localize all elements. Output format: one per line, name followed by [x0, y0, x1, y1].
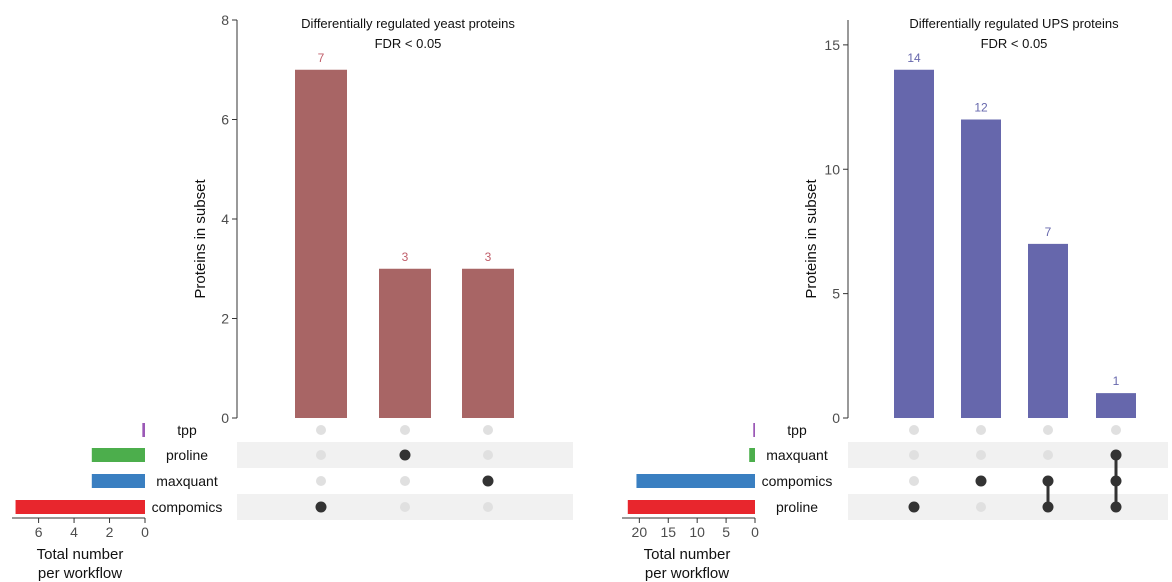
- matrix-dot-inactive: [400, 502, 410, 512]
- set-size-bar: [636, 474, 755, 488]
- intersection-bar: [1096, 393, 1136, 418]
- y-axis-label: Proteins in subset: [192, 179, 209, 299]
- bar-value-label: 7: [318, 51, 325, 65]
- set-name-label: maxquant: [766, 447, 828, 463]
- set-size-tick-label: 15: [660, 524, 676, 540]
- bar-value-label: 14: [907, 51, 921, 65]
- y-tick-label: 2: [221, 311, 229, 327]
- set-size-tick-label: 20: [632, 524, 648, 540]
- matrix-dot-active: [482, 475, 494, 487]
- upset-panel-2: Differentially regulated UPS proteins FDR…: [622, 16, 1168, 582]
- set-size-bar: [753, 423, 755, 437]
- set-size-tick-label: 0: [751, 524, 759, 540]
- matrix-dot-inactive: [1043, 425, 1053, 435]
- chart-subtitle: FDR < 0.05: [375, 36, 442, 51]
- matrix-dot-inactive: [976, 502, 986, 512]
- set-size-axis-label: per workflow: [38, 565, 122, 582]
- matrix-dot-active: [975, 475, 987, 487]
- set-size-tick-label: 6: [35, 524, 43, 540]
- set-size-axis-label: per workflow: [645, 565, 729, 582]
- matrix-dot-inactive: [316, 476, 326, 486]
- set-name-label: tpp: [177, 422, 197, 438]
- set-size-bar: [749, 448, 755, 462]
- bar-value-label: 7: [1045, 225, 1052, 239]
- matrix-dot-active: [1110, 501, 1122, 513]
- matrix-dot-inactive: [483, 425, 493, 435]
- y-tick-label: 0: [832, 410, 840, 426]
- bar-value-label: 12: [974, 101, 988, 115]
- chart-title: Differentially regulated yeast proteins: [301, 16, 515, 31]
- matrix-dot-inactive: [400, 476, 410, 486]
- set-size-axis-label: Total number: [37, 546, 124, 563]
- set-name-label: maxquant: [156, 473, 218, 489]
- bar-value-label: 3: [402, 250, 409, 264]
- matrix-dot-inactive: [909, 425, 919, 435]
- intersection-bar: [961, 119, 1001, 418]
- matrix-dot-inactive: [316, 425, 326, 435]
- intersection-bar: [1028, 243, 1068, 418]
- set-name-label: proline: [776, 499, 818, 515]
- intersection-bar: [894, 69, 934, 418]
- matrix-dot-inactive: [909, 476, 919, 486]
- matrix-dot-inactive: [316, 450, 326, 460]
- matrix-dot-inactive: [400, 425, 410, 435]
- set-size-bar: [142, 423, 145, 437]
- matrix-dot-inactive: [483, 502, 493, 512]
- y-tick-label: 4: [221, 211, 229, 227]
- intersection-bar: [462, 268, 514, 418]
- matrix-dot-active: [315, 501, 327, 513]
- matrix-dot-inactive: [1111, 425, 1121, 435]
- set-size-tick-label: 2: [106, 524, 114, 540]
- y-tick-label: 6: [221, 112, 229, 128]
- set-name-label: compomics: [152, 499, 223, 515]
- y-tick-label: 15: [824, 37, 840, 53]
- matrix-dot-active: [399, 449, 411, 461]
- set-size-bar: [15, 500, 146, 514]
- matrix-dot-inactive: [1043, 450, 1053, 460]
- y-tick-label: 0: [221, 410, 229, 426]
- matrix-dot-inactive: [976, 425, 986, 435]
- set-size-bar: [91, 474, 145, 488]
- matrix-dot-active: [1042, 475, 1054, 487]
- bar-value-label: 1: [1113, 374, 1120, 388]
- matrix-dot-inactive: [483, 450, 493, 460]
- chart-subtitle: FDR < 0.05: [981, 36, 1048, 51]
- set-size-bar: [627, 500, 755, 514]
- intersection-bar: [379, 268, 431, 418]
- matrix-dot-inactive: [976, 450, 986, 460]
- y-axis-label: Proteins in subset: [803, 179, 820, 299]
- set-name-label: compomics: [762, 473, 833, 489]
- set-size-tick-label: 4: [70, 524, 78, 540]
- intersection-bar: [295, 69, 347, 418]
- set-size-bar: [91, 448, 145, 462]
- chart-title: Differentially regulated UPS proteins: [909, 16, 1119, 31]
- set-name-label: proline: [166, 447, 208, 463]
- set-size-tick-label: 10: [689, 524, 705, 540]
- matrix-dot-active: [1110, 475, 1122, 487]
- set-size-tick-label: 0: [141, 524, 149, 540]
- y-tick-label: 8: [221, 12, 229, 28]
- y-tick-label: 5: [832, 286, 840, 302]
- y-tick-label: 10: [824, 161, 840, 177]
- matrix-dot-inactive: [909, 450, 919, 460]
- bar-value-label: 3: [485, 250, 492, 264]
- set-name-label: tpp: [787, 422, 807, 438]
- matrix-dot-active: [908, 501, 920, 513]
- matrix-dot-active: [1110, 449, 1122, 461]
- matrix-dot-active: [1042, 501, 1054, 513]
- set-size-axis-label: Total number: [644, 546, 731, 563]
- upset-panel-1: Differentially regulated yeast proteins F…: [12, 12, 573, 582]
- set-size-tick-label: 5: [722, 524, 730, 540]
